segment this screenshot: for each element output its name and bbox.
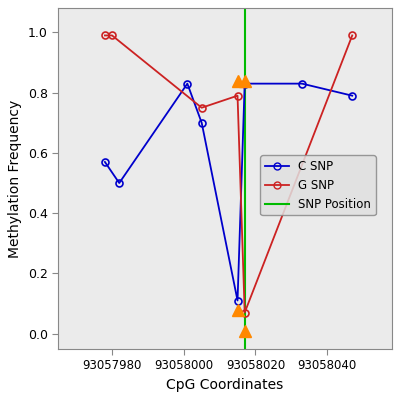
- X-axis label: CpG Coordinates: CpG Coordinates: [166, 378, 284, 392]
- Y-axis label: Methylation Frequency: Methylation Frequency: [8, 99, 22, 258]
- Legend: C SNP, G SNP, SNP Position: C SNP, G SNP, SNP Position: [260, 155, 376, 216]
